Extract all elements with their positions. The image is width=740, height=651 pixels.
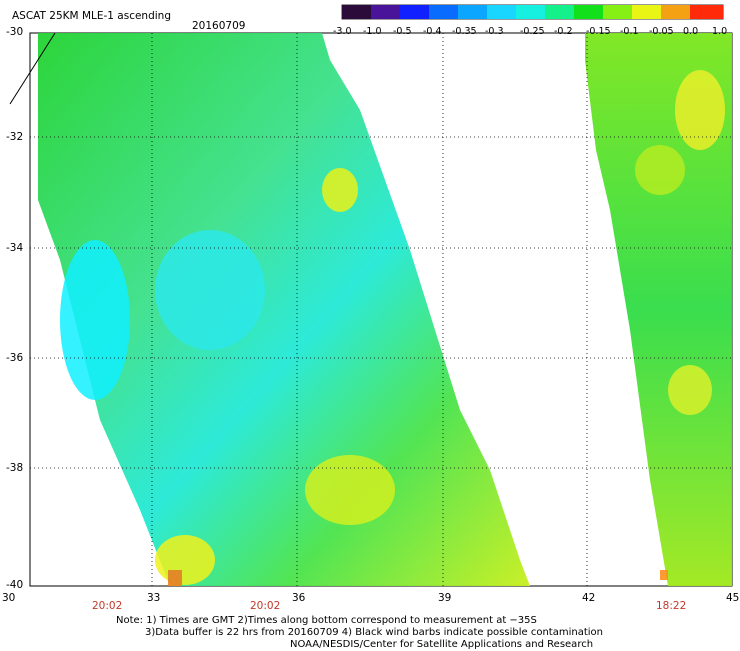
note-line: Note: 1) Times are GMT 2)Times along bot… [116,615,537,626]
time-label: 20:02 [250,600,281,612]
colorbar-label: -3.0 [333,26,352,37]
note-line: 3)Data buffer is 22 hrs from 20160709 4)… [145,627,603,638]
colorbar-label: -0.4 [423,26,442,37]
y-axis-label: -30 [6,26,24,38]
map-date: 20160709 [192,20,246,32]
colorbar-label: 0.0 [683,26,699,37]
x-axis-label: 30 [2,592,16,604]
colorbar-label: 1.0 [712,26,728,37]
grid [30,33,732,586]
x-axis-label: 45 [726,592,740,604]
colorbar-label: -0.15 [586,26,611,37]
time-label: 18:22 [656,600,687,612]
colorbar-label: -0.05 [649,26,674,37]
map-title: ASCAT 25KM MLE-1 ascending [12,10,171,22]
x-axis-label: 36 [292,592,306,604]
right-swath [585,33,732,586]
left-swath [38,33,530,586]
y-axis-label: -34 [6,242,24,254]
colorbar-label: -0.3 [485,26,504,37]
colorbar-label: -1.0 [363,26,382,37]
colorbar-label: -0.35 [452,26,477,37]
y-axis-label: -40 [6,579,24,591]
note-line: NOAA/NESDIS/Center for Satellite Applica… [290,639,594,650]
colorbar [341,4,724,20]
swath-patches [60,70,725,586]
time-label: 20:02 [92,600,123,612]
wind-barb [9,32,56,105]
colorbar-label: -0.25 [520,26,545,37]
colorbar-label: -0.2 [554,26,573,37]
x-axis-label: 42 [582,592,596,604]
y-axis-label: -38 [6,462,24,474]
x-axis-label: 33 [147,592,161,604]
y-axis-label: -36 [6,352,24,364]
colorbar-label: -0.1 [620,26,639,37]
x-axis-label: 39 [438,592,452,604]
y-axis-label: -32 [6,131,24,143]
colorbar-label: -0.5 [393,26,412,37]
